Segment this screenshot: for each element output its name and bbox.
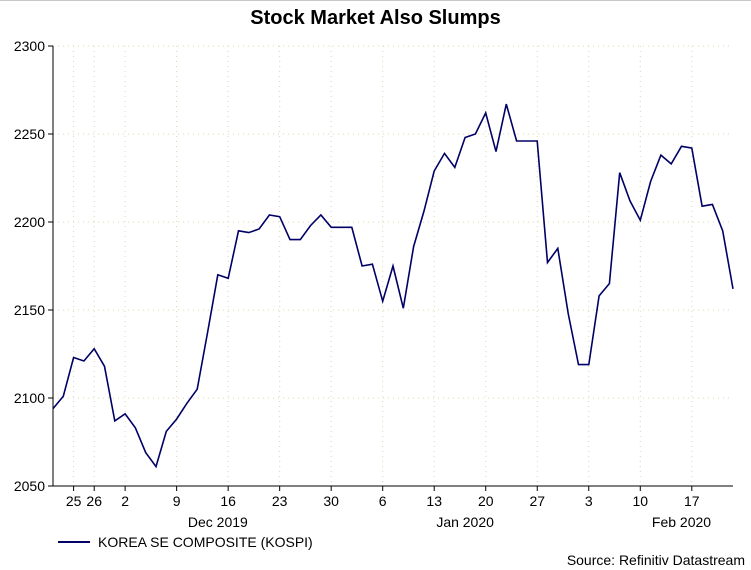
x-tick-label: 9 bbox=[173, 493, 181, 509]
x-tick-label: 13 bbox=[426, 493, 442, 509]
y-tick-label: 2050 bbox=[14, 478, 45, 494]
y-tick-label: 2200 bbox=[14, 214, 45, 230]
x-tick-label: 27 bbox=[529, 493, 545, 509]
legend: KOREA SE COMPOSITE (KOSPI) bbox=[58, 534, 313, 550]
x-tick-label: 30 bbox=[323, 493, 339, 509]
series-layer bbox=[52, 103, 734, 469]
chart-title: Stock Market Also Slumps bbox=[250, 7, 501, 29]
y-tick-label: 2300 bbox=[14, 38, 45, 54]
x-tick-label: 2 bbox=[121, 493, 129, 509]
legend-swatch bbox=[58, 541, 90, 543]
axes bbox=[48, 45, 733, 491]
grid-lines bbox=[53, 45, 733, 486]
x-tick-label: 17 bbox=[684, 493, 700, 509]
y-tick-label: 2100 bbox=[14, 390, 45, 406]
x-tick-label: 3 bbox=[585, 493, 593, 509]
x-tick-label: 26 bbox=[86, 493, 102, 509]
x-month-label: Feb 2020 bbox=[652, 514, 711, 530]
series-line-kospi bbox=[52, 103, 734, 469]
x-tick-label: 10 bbox=[632, 493, 648, 509]
y-tick-label: 2250 bbox=[14, 126, 45, 142]
x-tick-label: 23 bbox=[272, 493, 288, 509]
x-month-label: Dec 2019 bbox=[188, 514, 248, 530]
source-note: Source: Refinitiv Datastream bbox=[566, 552, 745, 568]
legend-label: KOREA SE COMPOSITE (KOSPI) bbox=[98, 534, 313, 550]
x-tick-label: 25 bbox=[66, 493, 82, 509]
x-month-label: Jan 2020 bbox=[436, 514, 494, 530]
y-tick-label: 2150 bbox=[14, 302, 45, 318]
x-tick-label: 20 bbox=[478, 493, 494, 509]
x-tick-label: 16 bbox=[220, 493, 236, 509]
tick-labels: 2050 2100 2150 2200 2250 2300 25 26 2 9 16 23 30 6 13 2… bbox=[14, 38, 711, 530]
x-tick-label: 6 bbox=[379, 493, 387, 509]
